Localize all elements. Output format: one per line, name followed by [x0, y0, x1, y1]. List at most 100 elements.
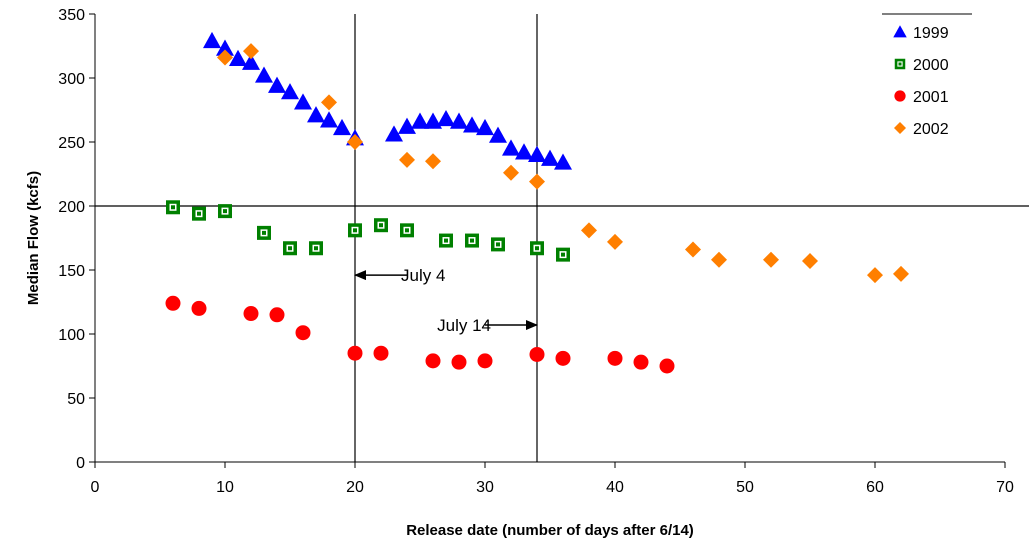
- data-point-2002: [503, 164, 519, 181]
- data-point-1999: [515, 143, 533, 160]
- data-point-1999: [463, 116, 481, 133]
- legend-marker-2002: [894, 122, 906, 134]
- data-point-2002: [711, 251, 727, 268]
- data-point-2000: [491, 237, 505, 252]
- legend: 1999 2000 2001 2002: [882, 13, 972, 138]
- data-point-1999: [385, 125, 403, 142]
- data-point-2002: [321, 94, 337, 111]
- data-point-2001: [191, 300, 207, 316]
- data-point-2002: [802, 253, 818, 270]
- data-point-1999: [411, 112, 429, 129]
- legend-label: 2000: [913, 57, 949, 74]
- square-marker-core: [535, 246, 539, 251]
- data-point-2000: [556, 247, 570, 262]
- data-point-2002: [529, 173, 545, 190]
- annotation-label: July 14: [437, 316, 491, 335]
- data-point-2000: [400, 223, 414, 238]
- data-point-2001: [555, 350, 571, 366]
- data-point-2002: [347, 134, 363, 150]
- data-point-1999: [424, 112, 442, 129]
- data-point-2001: [633, 354, 649, 370]
- data-point-2002: [763, 251, 779, 268]
- y-tick-label: 200: [58, 199, 85, 216]
- data-point-2000: [283, 241, 297, 256]
- y-axis-title: Median Flow (kcfs): [25, 171, 42, 305]
- reference-lines: [95, 14, 1029, 462]
- x-tick-label: 0: [91, 479, 100, 496]
- legend-label: 2002: [913, 121, 949, 138]
- square-marker-core: [314, 246, 318, 251]
- x-tick-label: 20: [346, 479, 364, 496]
- data-point-1999: [229, 49, 247, 66]
- data-point-2000: [192, 206, 206, 221]
- annotation-label: July 4: [401, 266, 445, 285]
- data-point-1999: [216, 39, 234, 56]
- y-tick-label: 350: [58, 7, 85, 24]
- axes: 0 50 100 150 200 250 300 350 0 10 20 30 40 50 60 70: [58, 7, 1014, 496]
- series-2002: [217, 43, 909, 284]
- series-1999: [203, 31, 572, 170]
- data-point-2001: [165, 295, 181, 311]
- data-point-2000: [309, 241, 323, 256]
- data-point-2001: [529, 346, 545, 362]
- legend-marker-1999: [893, 25, 907, 38]
- data-point-2001: [451, 354, 467, 370]
- legend-marker-2001: [894, 90, 906, 102]
- data-points: [165, 31, 909, 374]
- data-point-2002: [243, 43, 259, 60]
- data-point-1999: [320, 111, 338, 128]
- x-tick-label: 70: [996, 479, 1014, 496]
- data-point-2000: [257, 225, 271, 240]
- square-marker-core: [197, 211, 201, 216]
- x-tick-label: 40: [606, 479, 624, 496]
- legend-marker-2000: [894, 58, 906, 70]
- data-point-2002: [607, 233, 623, 250]
- data-point-2002: [217, 49, 233, 66]
- data-point-2001: [477, 353, 493, 369]
- data-point-2001: [269, 307, 285, 323]
- data-point-2000: [530, 241, 544, 256]
- x-axis-title: Release date (number of days after 6/14): [406, 522, 694, 539]
- square-marker-core: [353, 228, 357, 233]
- data-point-2002: [685, 241, 701, 258]
- square-marker-core: [379, 223, 383, 228]
- data-point-2000: [374, 218, 388, 233]
- data-point-1999: [242, 53, 260, 70]
- data-point-2001: [373, 345, 389, 361]
- square-marker-core: [898, 62, 902, 66]
- data-point-2001: [425, 353, 441, 369]
- x-tick-label: 30: [476, 479, 494, 496]
- data-point-1999: [203, 31, 221, 49]
- data-point-2000: [465, 233, 479, 248]
- square-marker-core: [223, 209, 227, 214]
- data-point-1999: [294, 93, 312, 110]
- square-marker-core: [262, 230, 266, 235]
- data-point-1999: [541, 149, 559, 166]
- data-point-1999: [450, 112, 468, 129]
- data-point-2002: [867, 267, 883, 284]
- y-tick-label: 300: [58, 71, 85, 88]
- data-point-1999: [502, 139, 520, 156]
- x-tick-label: 50: [736, 479, 754, 496]
- data-point-2000: [166, 200, 180, 215]
- data-point-2002: [399, 151, 415, 168]
- legend-label: 2001: [913, 89, 949, 106]
- y-tick-label: 50: [67, 391, 85, 408]
- data-point-1999: [437, 109, 455, 127]
- data-point-1999: [307, 106, 325, 123]
- y-tick-label: 100: [58, 327, 85, 344]
- series-2000: [166, 200, 570, 262]
- y-tick-label: 0: [76, 455, 85, 472]
- annotations: July 4 July 14: [354, 266, 538, 335]
- square-marker-core: [405, 228, 409, 233]
- data-point-1999: [268, 76, 286, 93]
- data-point-2001: [607, 350, 623, 366]
- data-point-1999: [489, 126, 507, 143]
- data-point-2000: [348, 223, 362, 238]
- y-tick-label: 250: [58, 135, 85, 152]
- data-point-1999: [476, 118, 494, 136]
- series-2001: [165, 295, 675, 374]
- data-point-2002: [581, 222, 597, 239]
- x-tick-label: 10: [216, 479, 234, 496]
